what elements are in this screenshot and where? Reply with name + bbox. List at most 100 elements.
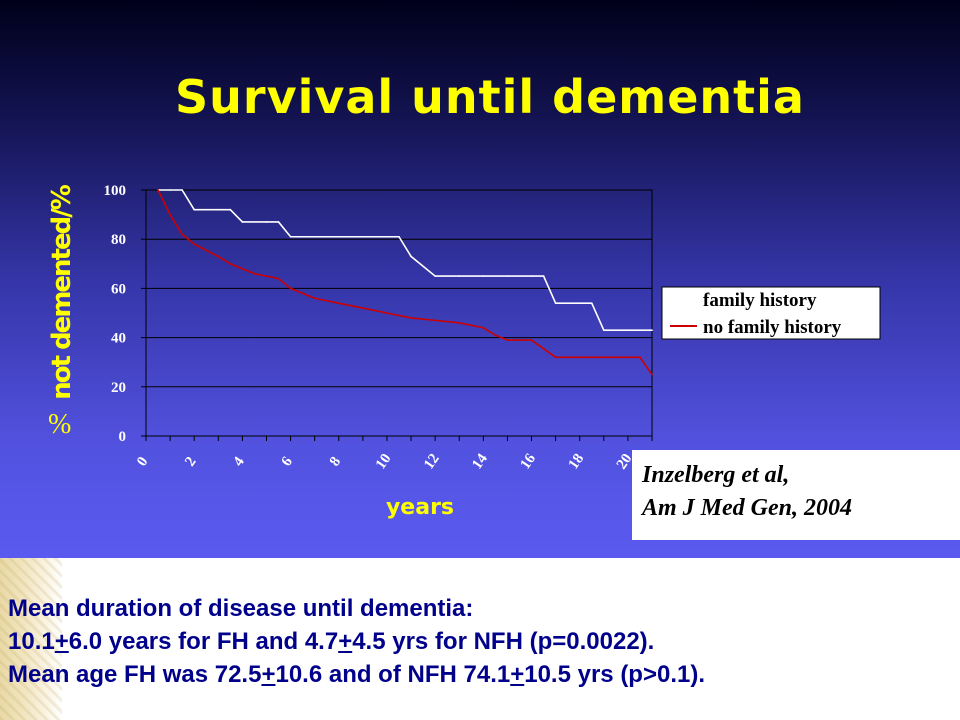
data-point [434,275,436,277]
summary-line-3-part-3: 10.5 yrs (p>0.1). [524,661,706,688]
citation-authors: Inzelberg et al, [642,462,790,488]
data-point [386,312,388,314]
data-point [578,302,581,304]
data-point [217,255,220,258]
data-point [362,235,364,238]
data-point [181,233,183,236]
data-point [289,235,292,238]
series-line-family-history [158,189,652,332]
summary-line-2-part-3: 4.5 yrs for NFH (p=0.0022). [352,628,655,655]
data-point [434,319,436,322]
data-point [169,213,171,216]
summary-line-2-part-1: 10.1 [8,628,55,655]
data-point [289,287,292,290]
data-point [482,326,485,329]
data-point [157,189,159,191]
summary-text: Mean duration of disease until dementia:… [8,592,705,691]
x-tick-label: 2 [182,454,199,469]
y-axis-percent-label: % [48,409,71,440]
summary-line-1: Mean duration of disease until dementia: [8,595,474,622]
x-axis-label: years [386,495,454,520]
series-lines [157,189,653,376]
x-tick-label: 16 [517,451,539,473]
data-point [181,189,183,191]
data-point [386,235,388,238]
data-point [313,235,316,238]
data-point [530,275,533,277]
data-point [241,221,244,223]
data-point [578,356,581,359]
data-point [410,255,412,258]
x-tick-label: 6 [279,454,297,470]
data-point [554,302,557,304]
summary-line-3-part-2: 10.6 and of NFH 74.1 [275,661,511,688]
summary-line-2: 10.1+6.0 years for FH and 4.7+4.5 yrs fo… [8,625,705,658]
data-point [627,356,629,359]
data-point [313,297,316,300]
summary-line-3: Mean age FH was 72.5+10.6 and of NFH 74.… [8,658,705,691]
slide-title: Survival until dementia [175,70,805,124]
data-point [506,275,509,277]
data-point [241,267,244,270]
data-point [229,208,232,211]
data-point [458,322,461,324]
citation-box: Inzelberg et al, Am J Med Gen, 2004 [632,450,960,540]
y-tick-label: 100 [104,183,127,199]
legend-label-no-family-history: no family history [703,317,842,338]
data-point [169,189,171,191]
summary-line-3-part-1: Mean age FH was 72.5 [8,661,262,688]
data-point [337,235,340,238]
citation-journal: Am J Med Gen, 2004 [642,495,852,521]
x-tick-label: 4 [230,454,248,470]
y-tick-label: 0 [119,429,127,445]
data-point [542,275,545,277]
data-point [337,302,340,304]
data-point [530,339,533,341]
data-point [229,263,232,265]
x-tick-label: 18 [566,451,588,472]
texture-strip [0,558,62,720]
y-tick-label: 60 [111,281,126,297]
y-tick-label: 80 [111,232,126,248]
y-tick-label: 20 [111,380,126,396]
data-point [651,329,653,332]
plot-border [145,189,653,437]
data-point [277,277,280,280]
data-point [253,272,256,275]
y-axis-label: not demented/% [47,184,77,400]
grid-lines [145,189,653,437]
data-point [265,221,268,223]
data-point [494,334,497,336]
x-tick-label: 10 [373,451,395,472]
data-point [410,317,412,319]
x-tick-label: 14 [469,451,491,473]
data-point [627,329,629,332]
data-point [590,302,593,304]
data-point [603,329,605,332]
plus-minus-sign: + [54,628,69,655]
data-point [398,235,400,238]
x-tick-label: 12 [421,451,443,472]
data-point [193,208,195,211]
plus-minus-sign: + [510,661,525,688]
series-line-no-family-history [157,189,653,375]
x-tick-label: 8 [327,454,344,469]
data-point [639,356,641,359]
plus-minus-sign: + [261,661,276,688]
y-tick-label: 40 [111,331,126,347]
data-point [651,373,653,376]
plus-minus-sign: + [338,628,353,655]
legend: family history no family history [661,286,881,340]
legend-label-family-history: family history [703,290,817,311]
data-point [362,307,364,309]
data-point [458,275,461,277]
data-point [217,208,220,211]
x-tick-label: 0 [134,454,151,469]
data-point [506,339,509,341]
data-point [277,221,280,223]
data-point [193,243,195,245]
summary-line-2-part-2: 6.0 years for FH and 4.7 [68,628,339,655]
data-point [265,275,268,277]
